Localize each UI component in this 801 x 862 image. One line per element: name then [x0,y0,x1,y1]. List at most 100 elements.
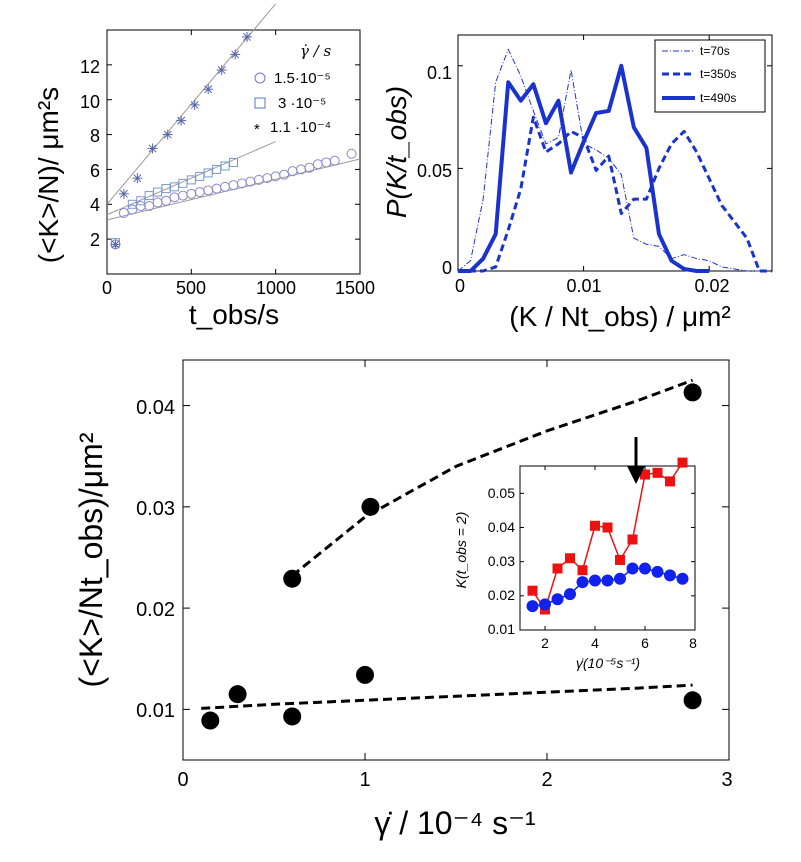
inset-xtick: 2 [541,635,549,651]
main-xtick: 3 [721,769,732,791]
main-data-point [361,497,380,516]
tl-point-asterisk [110,239,121,250]
tl-xtick: 1500 [335,278,375,298]
inset-ytick: 0.05 [488,485,515,501]
main-data-point [356,665,374,684]
inset-arrow-head [627,466,645,484]
tl-asterisk-stroke [133,174,142,183]
tl-point-circle [295,164,306,175]
inset-point-circle [601,574,614,587]
inset-point-circle [676,572,689,585]
inset-point-circle [651,565,664,578]
tl-point-circle [135,201,146,212]
panel-bottom: 0.01 0.02 0.03 0.04 0 1 2 3 (<K>/Nt_obs)… [73,359,733,841]
main-xtick: 2 [541,769,552,791]
inset-point-circle [539,598,551,611]
tl-asterisk-stroke [231,50,240,59]
main-ytick: 0.01 [136,700,175,722]
inset-point-square [590,520,600,531]
tl-point-asterisk [132,173,143,184]
main-data-point [201,711,220,730]
tl-point-circle [144,201,155,212]
inset-point-square [652,467,663,478]
tl-xtick: 1000 [256,278,296,298]
tl-point-circle [228,180,239,191]
tr-legend-label: t=350s [700,67,736,81]
tl-legend-marker-asterisk: * [254,121,260,138]
tr-legend-label: t=70s [700,44,730,58]
main-fit-line [201,683,693,710]
inset-point-circle [639,562,651,575]
panel-inset: 0.01 0.02 0.03 0.04 0.05 2 4 6 8 K(t_obs… [453,437,697,671]
main-ylabel: (<K>/Nt_obs)/μm² [73,432,109,687]
inset-xtick: 4 [591,635,599,651]
main-data-point [283,707,302,726]
tl-point-circle [279,169,290,180]
inset-point-circle [614,572,626,585]
tl-point-circle [211,183,222,194]
inset-point-circle [551,593,564,606]
tl-asterisk-stroke [217,66,226,75]
tl-point-circle [169,192,180,203]
main-data-point [683,383,702,402]
tr-xtick: 0.01 [566,276,601,296]
tl-point-circle [203,185,214,196]
tl-point-circle [161,195,172,206]
tl-point-circle [152,197,163,208]
tl-asterisk-stroke [163,130,172,139]
tl-asterisk-stroke [243,33,251,41]
inset-ylabel: K(t_obs = 2) [453,512,469,589]
tl-ylabel: (<K>/N)/ μm²s [33,87,64,263]
tl-asterisk-stroke [148,144,157,153]
tl-legend-label: 1.5·10⁻⁵ [274,70,331,87]
inset-xtick: 8 [689,635,697,651]
tl-point-circle [245,176,256,187]
inset-point-square [627,534,638,545]
inset-ytick: 0.04 [488,519,515,535]
main-data-point [683,691,702,710]
inset-point-circle [664,569,676,582]
inset-point-square [677,457,688,468]
tl-point-circle [321,157,332,168]
main-xlabel: γ̇ / 10⁻⁴ s⁻¹ [374,805,535,841]
inset-point-square [615,554,625,565]
inset-point-square [527,585,538,596]
tl-point-circle [236,178,247,189]
tl-point-circle [329,155,340,166]
main-fit-line [291,378,694,577]
tl-point-circle [312,159,323,170]
main-ytick: 0.04 [136,397,175,419]
tl-asterisk-stroke [111,240,120,249]
tl-point-asterisk [162,129,173,140]
main-ytick: 0.02 [136,599,175,621]
tl-legend-label: 3 ·10⁻⁵ [278,95,326,112]
tr-xtick: 0 [455,276,465,296]
tl-legend-marker-circle [254,72,266,84]
inset-point-square [552,563,563,574]
tl-point-circle [186,188,197,199]
tl-ytick: 6 [90,161,100,181]
tl-point-circle [346,148,357,159]
tl-point-asterisk [189,99,200,110]
tl-asterisk-stroke [119,189,128,198]
tl-point-circle [127,204,138,215]
panel-top-left: 2 4 6 8 10 12 0 500 1000 1500 (<K>/N)/ μ… [33,3,375,330]
tl-point-asterisk [176,115,187,126]
tr-legend-label: t=490s [700,91,736,105]
inset-point-square [565,553,575,564]
inset-point-square [640,469,650,480]
tl-point-asterisk [216,65,227,76]
tr-ylabel: P(K/t_obs) [381,86,412,218]
tr-axes-box [457,34,773,272]
tl-ytick: 4 [90,195,100,215]
main-axes-box [182,359,730,761]
tl-point-circle [220,181,231,192]
panel-top-right: 0 0.05 0.1 0 0.01 0.02 P(K/t_obs) (K / N… [381,34,773,332]
main-data-point [228,685,247,704]
tl-point-asterisk [118,188,129,199]
tl-axes-box [106,29,361,275]
tl-point-square [136,196,146,206]
main-xtick: 0 [177,769,188,791]
inset-point-circle [576,576,589,589]
